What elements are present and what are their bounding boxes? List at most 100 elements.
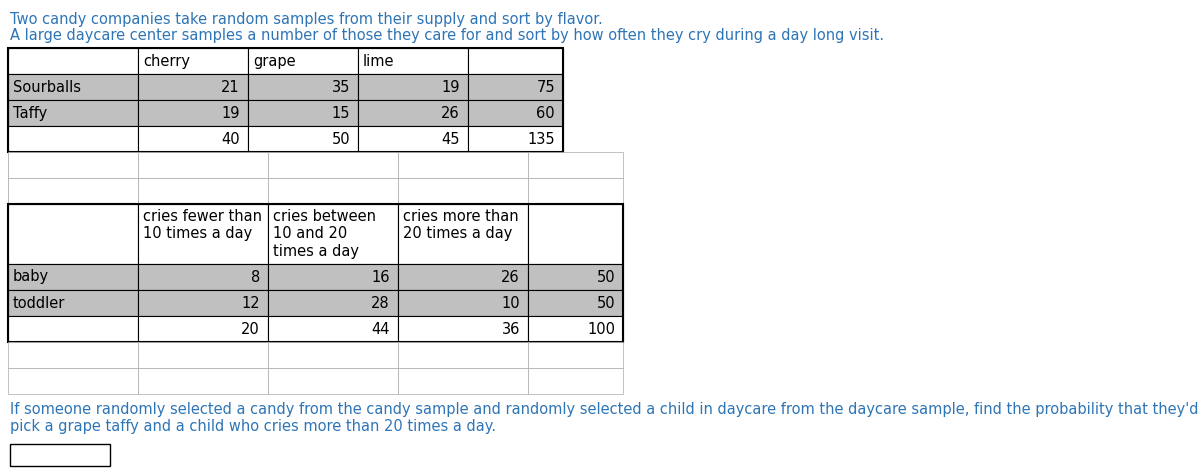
Bar <box>248 100 358 126</box>
Bar <box>138 48 248 74</box>
Bar <box>138 178 248 204</box>
Bar <box>8 290 138 316</box>
Bar <box>268 290 398 316</box>
Bar <box>358 74 468 100</box>
Text: cherry: cherry <box>143 54 190 69</box>
Bar <box>528 264 623 290</box>
Text: 75: 75 <box>536 80 554 94</box>
Bar <box>468 178 563 204</box>
Bar <box>468 152 563 178</box>
Bar <box>138 74 248 100</box>
Bar <box>468 48 563 74</box>
Text: 50: 50 <box>331 131 350 146</box>
Bar <box>138 48 248 74</box>
Text: toddler: toddler <box>13 295 65 310</box>
Bar <box>138 152 268 178</box>
Bar <box>138 126 248 152</box>
Bar <box>248 126 358 152</box>
Text: baby: baby <box>13 270 49 284</box>
Bar <box>248 152 358 178</box>
Text: 40: 40 <box>221 131 240 146</box>
Text: A large daycare center samples a number of those they care for and sort by how o: A large daycare center samples a number … <box>10 28 884 43</box>
Text: 20: 20 <box>241 321 260 337</box>
Bar <box>268 368 398 394</box>
Bar <box>8 178 138 204</box>
Bar <box>8 152 138 178</box>
Bar <box>8 264 138 290</box>
Bar <box>268 204 398 264</box>
Text: 21: 21 <box>221 80 240 94</box>
Bar <box>398 264 528 290</box>
Text: 8: 8 <box>251 270 260 284</box>
Bar <box>8 74 138 100</box>
Text: 50: 50 <box>596 270 616 284</box>
Bar <box>468 74 563 100</box>
Bar <box>138 290 268 316</box>
Text: 44: 44 <box>372 321 390 337</box>
Bar <box>138 126 248 152</box>
Text: cries fewer than
10 times a day: cries fewer than 10 times a day <box>143 209 262 241</box>
Bar <box>138 316 268 342</box>
Bar <box>358 126 468 152</box>
Bar <box>468 100 563 126</box>
Bar <box>528 290 623 316</box>
Bar <box>528 204 623 264</box>
Text: 26: 26 <box>502 270 520 284</box>
Bar <box>358 48 468 74</box>
Bar <box>8 178 138 204</box>
Bar <box>468 126 563 152</box>
Text: 100: 100 <box>587 321 616 337</box>
Text: 28: 28 <box>371 295 390 310</box>
Bar <box>468 126 563 152</box>
Text: 36: 36 <box>502 321 520 337</box>
Bar <box>8 126 138 152</box>
Bar <box>248 74 358 100</box>
Bar <box>138 264 268 290</box>
Text: 35: 35 <box>331 80 350 94</box>
Text: cries between
10 and 20
times a day: cries between 10 and 20 times a day <box>274 209 376 259</box>
Bar <box>398 204 528 264</box>
Bar <box>528 368 623 394</box>
Bar <box>138 74 248 100</box>
Text: Taffy: Taffy <box>13 106 47 120</box>
Bar <box>268 152 398 178</box>
Text: 135: 135 <box>527 131 554 146</box>
Text: lime: lime <box>364 54 395 69</box>
Bar <box>8 316 138 342</box>
Bar <box>358 100 468 126</box>
Text: Sourballs: Sourballs <box>13 80 82 94</box>
Bar <box>248 48 358 74</box>
Bar <box>358 74 468 100</box>
Bar <box>138 100 248 126</box>
Bar <box>8 152 138 178</box>
Text: 19: 19 <box>222 106 240 120</box>
Bar <box>358 48 468 74</box>
Text: 26: 26 <box>442 106 460 120</box>
Bar <box>138 152 248 178</box>
Bar <box>8 100 138 126</box>
Bar <box>528 152 623 178</box>
Bar <box>138 204 268 264</box>
Bar <box>358 126 468 152</box>
Bar <box>8 126 138 152</box>
Text: 12: 12 <box>241 295 260 310</box>
Bar <box>8 48 138 74</box>
Bar <box>468 100 563 126</box>
Bar <box>248 48 358 74</box>
Text: 45: 45 <box>442 131 460 146</box>
Bar <box>398 368 528 394</box>
Bar <box>138 178 268 204</box>
Text: 10: 10 <box>502 295 520 310</box>
Text: grape: grape <box>253 54 295 69</box>
Bar <box>268 264 398 290</box>
Bar <box>398 316 528 342</box>
Bar <box>8 204 623 342</box>
Bar <box>138 100 248 126</box>
Text: 16: 16 <box>372 270 390 284</box>
Text: 60: 60 <box>536 106 554 120</box>
Bar <box>358 100 468 126</box>
Bar <box>248 126 358 152</box>
Bar <box>398 152 528 178</box>
Bar <box>528 342 623 368</box>
Bar <box>8 368 138 394</box>
